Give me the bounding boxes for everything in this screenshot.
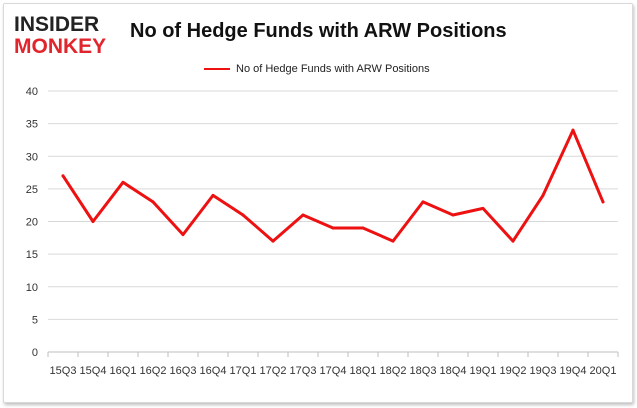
x-tick-label: 15Q4	[80, 365, 107, 377]
x-tick-label: 19Q1	[470, 365, 497, 377]
data-point	[451, 213, 455, 217]
y-tick-label: 10	[26, 282, 38, 294]
x-tick-label: 19Q2	[500, 365, 527, 377]
x-tick-label: 18Q3	[410, 365, 437, 377]
data-point	[121, 180, 125, 184]
data-point	[361, 226, 365, 230]
x-tick-label: 18Q4	[440, 365, 467, 377]
data-point	[481, 206, 485, 210]
y-tick-label: 30	[26, 151, 38, 163]
x-tick-label: 17Q1	[230, 365, 257, 377]
y-tick-label: 0	[32, 347, 38, 359]
data-point	[331, 226, 335, 230]
data-point	[181, 233, 185, 237]
x-tick-label: 16Q3	[170, 365, 197, 377]
data-point	[271, 239, 275, 243]
x-tick-label: 15Q3	[50, 365, 77, 377]
x-tick-label: 16Q4	[200, 365, 227, 377]
y-tick-label: 35	[26, 119, 38, 131]
data-point	[91, 220, 95, 223]
data-point	[511, 239, 515, 243]
x-tick-label: 17Q4	[320, 365, 347, 377]
x-tick-label: 16Q1	[110, 365, 137, 377]
chart-title: No of Hedge Funds with ARW Positions	[130, 20, 507, 42]
x-tick-label: 17Q2	[260, 365, 287, 377]
data-point	[571, 128, 575, 132]
data-point	[61, 174, 65, 178]
series-line	[61, 128, 605, 243]
data-point	[541, 193, 545, 197]
x-tick-label: 18Q1	[350, 365, 377, 377]
x-tick-label: 19Q3	[530, 365, 557, 377]
x-tick-label: 16Q2	[140, 365, 167, 377]
data-point	[241, 213, 245, 217]
x-tick-label: 19Q4	[560, 365, 587, 377]
logo-line-2: MONKEY	[14, 35, 107, 58]
chart-legend: No of Hedge Funds with ARW Positions	[204, 61, 430, 77]
x-tick-label: 20Q1	[590, 365, 617, 377]
data-point	[301, 213, 305, 217]
legend-label: No of Hedge Funds with ARW Positions	[236, 63, 430, 75]
y-tick-label: 25	[26, 184, 38, 196]
legend-line-swatch	[204, 68, 230, 70]
data-point	[211, 193, 215, 197]
y-tick-label: 20	[26, 217, 38, 229]
x-tick-label: 18Q2	[380, 365, 407, 377]
data-point	[391, 239, 395, 243]
x-tick-label: 17Q3	[290, 365, 317, 377]
y-tick-label: 40	[26, 86, 38, 98]
y-tick-label: 15	[26, 249, 38, 261]
data-point	[421, 200, 425, 204]
logo-line-1: INSIDER	[14, 13, 100, 36]
insider-monkey-logo: INSIDER MONKEY	[14, 14, 124, 60]
data-point	[151, 200, 155, 204]
y-tick-label: 5	[32, 314, 38, 326]
data-point	[601, 200, 605, 204]
